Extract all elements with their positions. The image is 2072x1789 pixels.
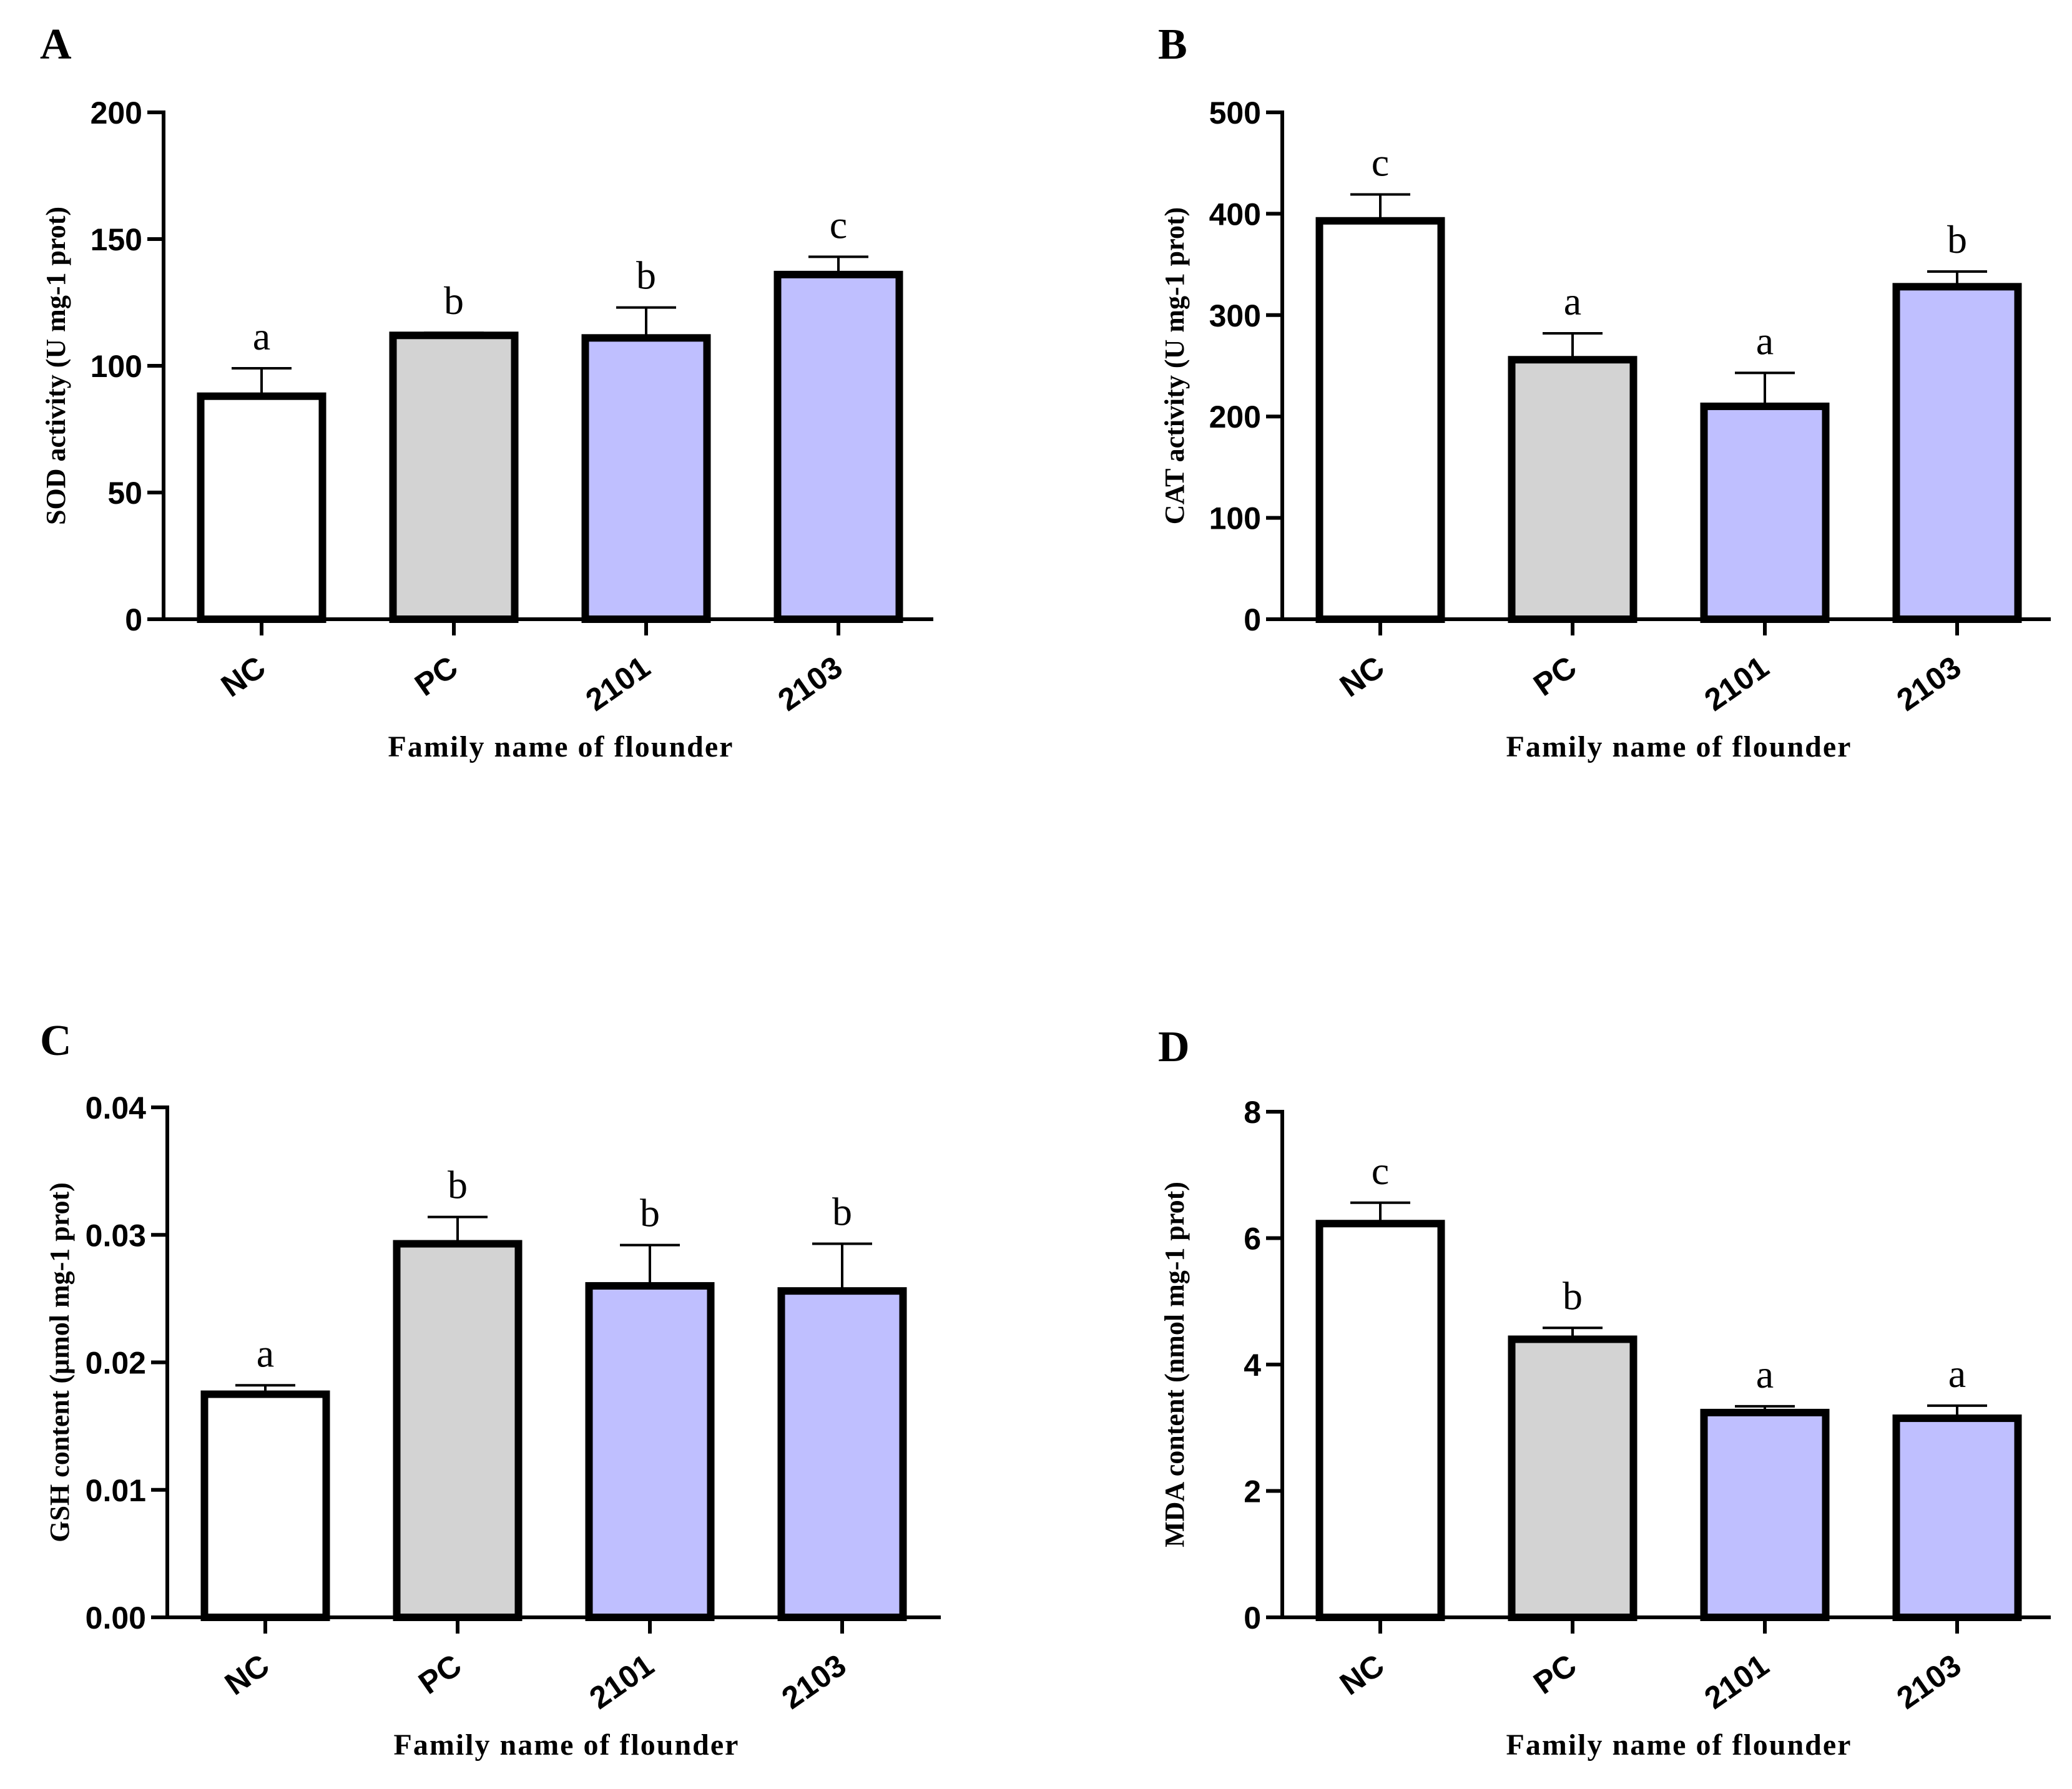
x-tick-label: NC: [1333, 649, 1390, 703]
bar: [1700, 1408, 1830, 1621]
x-tick-label: 2103: [1890, 1647, 1967, 1716]
bar: [1892, 1414, 2022, 1621]
y-tick-label: 0.04: [86, 1091, 147, 1125]
x-tick-label: PC: [412, 1647, 468, 1701]
bar: [1700, 402, 1830, 624]
y-tick-label: 100: [91, 349, 142, 384]
y-tick-label: 400: [1209, 197, 1261, 232]
y-tick-label: 0.02: [86, 1346, 146, 1381]
y-axis-label: MDA content (nmol mg-1 prot): [1159, 1182, 1190, 1547]
y-tick-label: 150: [91, 222, 142, 257]
bar: [1892, 283, 2022, 623]
y-tick-label: 300: [1209, 298, 1261, 333]
x-tick-label: NC: [218, 1647, 275, 1702]
significance-letter: b: [448, 1163, 468, 1207]
y-axis-label: SOD activity (U mg-1 prot): [41, 207, 71, 525]
panel-a: A 0 50 100 150 200 SOD activity (U mg-1 prot) a…: [40, 21, 933, 763]
significance-letter: b: [444, 278, 464, 323]
x-tick-label: 2101: [583, 1647, 660, 1716]
bar: [393, 1240, 523, 1621]
significance-letter: b: [640, 1191, 660, 1235]
x-tick-label: PC: [1527, 649, 1583, 703]
panel-d: D 0 2 4 6 8 MDA content (nmol mg-1 prot) c NC b PC…: [1158, 1023, 2051, 1762]
y-axis-label: CAT activity (U mg-1 prot): [1159, 207, 1190, 524]
y-axis-label: GSH content (μmol mg-1 prot): [44, 1182, 75, 1542]
bar: [197, 392, 327, 623]
significance-letter: b: [636, 253, 656, 298]
significance-letter: a: [1756, 1352, 1774, 1396]
y-tick-label: 100: [1209, 501, 1261, 536]
y-tick-label: 200: [1209, 399, 1261, 434]
bar: [777, 1287, 907, 1622]
panel-letter: C: [40, 1017, 72, 1065]
significance-letter: a: [1948, 1351, 1966, 1396]
x-tick-label: 2103: [775, 1647, 852, 1716]
panel-letter: A: [40, 21, 72, 69]
bar: [1315, 1220, 1445, 1621]
panel-c: C 0.00 0.01 0.02 0.03 0.04 GSH content (μmol m…: [40, 1017, 941, 1762]
x-tick-label: NC: [215, 649, 272, 703]
significance-letter: a: [1756, 318, 1774, 363]
significance-letter: b: [1563, 1273, 1583, 1318]
bar: [581, 334, 711, 624]
panel-letter: B: [1158, 21, 1187, 69]
y-tick-label: 4: [1244, 1348, 1261, 1383]
significance-letter: c: [1372, 1149, 1389, 1193]
panel-letter: D: [1158, 1023, 1190, 1071]
y-tick-label: 200: [91, 96, 142, 130]
x-tick-label: PC: [408, 649, 464, 703]
significance-letter: c: [830, 202, 847, 247]
x-tick-label: PC: [1527, 1647, 1583, 1701]
y-tick-label: 0: [1244, 602, 1261, 637]
panel-b: B 0 100 200 300 400 500 CAT activity (U mg-1 pr…: [1158, 21, 2051, 763]
significance-letter: b: [1947, 217, 1967, 262]
bar: [1508, 1335, 1637, 1621]
x-axis-label: Family name of flounder: [388, 730, 734, 763]
y-tick-label: 0: [1244, 1600, 1261, 1635]
y-tick-label: 0: [125, 602, 142, 637]
significance-letter: a: [257, 1331, 274, 1375]
bar: [773, 270, 903, 623]
y-tick-label: 6: [1244, 1222, 1261, 1257]
y-tick-label: 2: [1244, 1474, 1261, 1509]
bar: [1315, 217, 1445, 623]
x-tick-label: 2103: [772, 649, 848, 718]
y-tick-label: 0.01: [86, 1473, 146, 1508]
x-tick-label: 2101: [1698, 649, 1775, 718]
y-tick-label: 0.03: [86, 1218, 146, 1253]
y-tick-label: 0.00: [86, 1600, 146, 1635]
x-axis-label: Family name of flounder: [1506, 730, 1852, 763]
x-axis-label: Family name of flounder: [394, 1728, 740, 1762]
bar: [585, 1282, 715, 1621]
bar: [200, 1390, 330, 1621]
y-tick-label: 8: [1244, 1095, 1261, 1130]
x-tick-label: 2101: [1698, 1647, 1775, 1716]
x-axis-label: Family name of flounder: [1506, 1728, 1852, 1762]
y-tick-label: 500: [1209, 96, 1261, 130]
significance-letter: a: [1564, 279, 1581, 323]
bar: [1508, 356, 1637, 623]
y-tick-label: 50: [107, 476, 142, 511]
x-tick-label: 2103: [1890, 649, 1967, 718]
significance-letter: a: [253, 314, 270, 358]
significance-letter: b: [832, 1190, 852, 1234]
x-tick-label: 2101: [579, 649, 656, 718]
significance-letter: c: [1372, 140, 1389, 185]
bar: [389, 331, 519, 624]
x-tick-label: NC: [1333, 1647, 1390, 1702]
